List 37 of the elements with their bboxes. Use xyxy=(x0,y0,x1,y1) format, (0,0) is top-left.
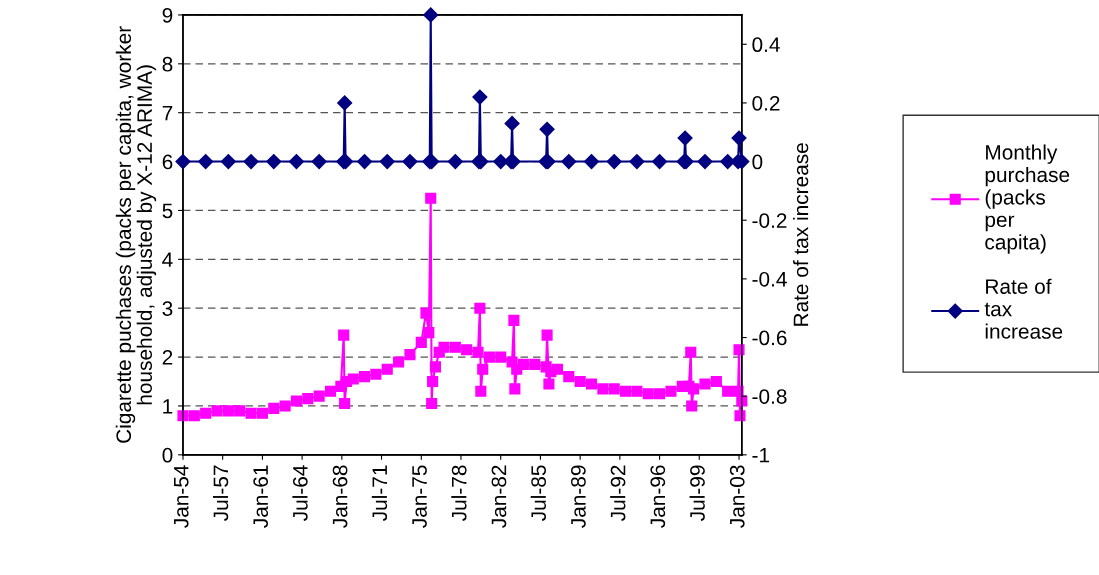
y-axis-title: Cigarette puchases (packs per capita, worker household, adjusted by X-12 ARIMA) xyxy=(115,26,157,443)
x-tick-label: Jul-78 xyxy=(451,465,467,521)
x-tick-label: Jul-85 xyxy=(530,465,546,521)
x-tick-label: Jan-82 xyxy=(491,465,507,528)
y-tick-label: 5 xyxy=(162,203,173,219)
x-tick-label: Jan-61 xyxy=(253,465,269,528)
x-tick-label: Jul-71 xyxy=(371,465,388,521)
y-tick-label: 3 xyxy=(162,301,173,316)
legend-label: Monthly purchase (packs per capita) xyxy=(985,144,1070,254)
y-tick-label: 4 xyxy=(162,252,173,267)
y2-tick-label: 0.2 xyxy=(752,95,780,111)
x-tick-label: Jul-92 xyxy=(610,465,626,521)
x-tick-label: Jan-68 xyxy=(332,465,348,528)
y2-tick-label: -0.8 xyxy=(752,389,787,404)
y-tick-label: 7 xyxy=(162,105,173,121)
y2-tick-label: -1 xyxy=(752,448,770,463)
y2-tick-label: 0.4 xyxy=(752,37,780,53)
y2-tick-label: -0.4 xyxy=(752,271,787,287)
x-tick-label: Jan-96 xyxy=(650,465,666,528)
x-tick-label: Jan-54 xyxy=(174,465,189,528)
y-tick-label: 0 xyxy=(162,447,173,463)
y2-tick-label: 0 xyxy=(752,154,763,170)
y-tick-label: 8 xyxy=(162,56,173,72)
x-tick-label: Jul-99 xyxy=(689,465,705,521)
y-tick-label: 6 xyxy=(162,154,173,170)
y2-tick-label: -0.2 xyxy=(752,213,787,228)
x-tick-label: Jan-75 xyxy=(412,465,427,528)
x-tick-label: Jan-89 xyxy=(571,465,586,528)
x-tick-label: Jan-03 xyxy=(729,465,745,528)
legend-label: Rate of tax increase xyxy=(984,278,1063,339)
y-tick-label: 1 xyxy=(163,399,173,414)
y-tick-label: 9 xyxy=(162,7,173,23)
x-tick-label: Jul-57 xyxy=(212,465,229,521)
y-tick-label: 2 xyxy=(162,350,173,365)
x-tick-label: Jul-64 xyxy=(292,465,308,521)
y2-axis-title: Rate of tax increase xyxy=(793,143,809,326)
y2-tick-label: -0.6 xyxy=(752,330,787,346)
